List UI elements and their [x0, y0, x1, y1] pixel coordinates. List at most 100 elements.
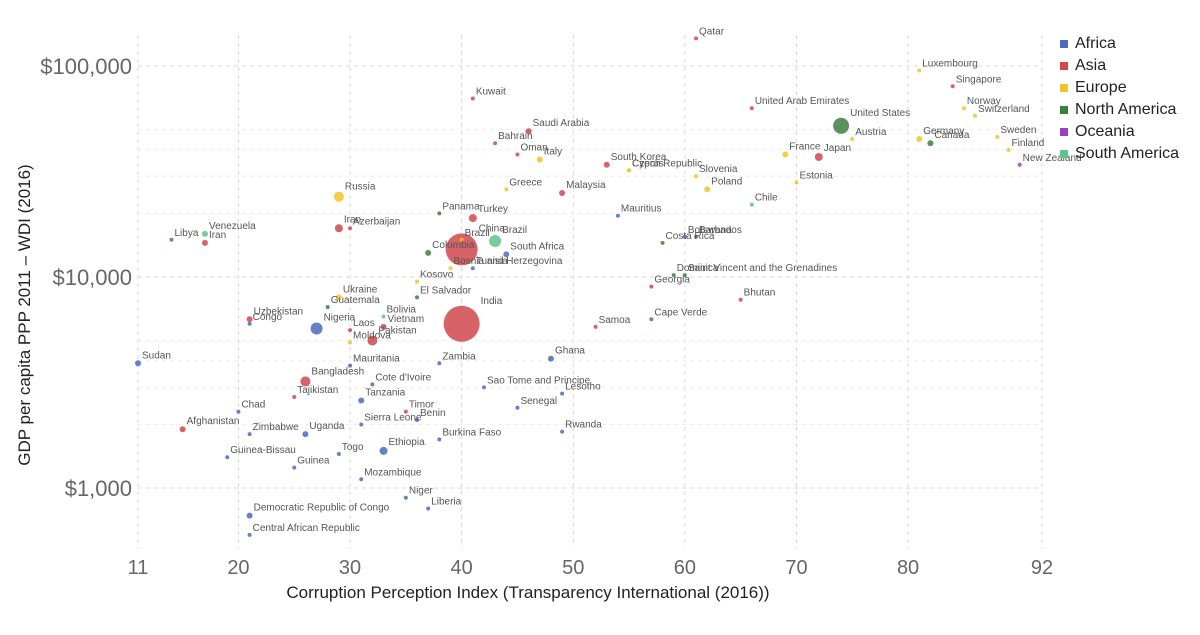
data-point [794, 180, 799, 185]
point-label: Ukraine [343, 284, 378, 295]
data-point [415, 418, 420, 423]
point-label: Samoa [599, 315, 631, 326]
data-point [503, 251, 510, 258]
legend-swatch [1060, 106, 1068, 114]
point-label: Sao Tome and Principe [487, 375, 591, 386]
data-point [246, 512, 253, 519]
data-point [445, 233, 478, 266]
legend-item: Oceania [1060, 121, 1179, 143]
point-label: Luxembourg [922, 59, 978, 70]
point-label: South Africa [510, 241, 564, 252]
data-point [995, 135, 1000, 140]
data-point [536, 156, 543, 163]
point-label: Azerbaijan [353, 216, 400, 227]
data-point [169, 237, 174, 242]
point-label: Brazil [502, 225, 527, 236]
point-label: Benin [420, 408, 446, 419]
x-axis-label: Corruption Perception Index (Transparenc… [286, 583, 769, 602]
point-label: Estonia [799, 171, 833, 182]
point-label: Burkina Faso [442, 427, 501, 438]
y-tick-label: $1,000 [65, 476, 132, 501]
data-point [333, 191, 344, 202]
data-point [348, 340, 353, 345]
data-point [336, 451, 341, 456]
point-label: Qatar [699, 26, 725, 37]
point-label: Guatemala [331, 295, 380, 306]
data-point [649, 317, 654, 322]
point-label: Bosnia and Herzegovina [453, 256, 562, 267]
legend-swatch [1060, 84, 1068, 92]
y-tick-labels: $1,000 $10,000 $100,000 [40, 54, 132, 501]
x-tick-label: 30 [339, 557, 361, 579]
data-point [310, 322, 323, 335]
x-tick-label: 11 [128, 557, 149, 579]
point-label: Chad [241, 400, 265, 411]
point-label: Barbados [699, 225, 742, 236]
point-label: Malaysia [566, 180, 606, 191]
data-point [437, 361, 442, 366]
point-label: Norway [967, 96, 1001, 107]
data-point [370, 382, 375, 387]
data-point [335, 294, 342, 301]
legend-swatch [1060, 62, 1068, 70]
legend: Africa Asia Europe North America Oceania Sout… [1060, 33, 1179, 165]
point-label: Austria [855, 127, 887, 138]
y-tick-label: $10,000 [52, 265, 132, 290]
data-point [682, 234, 687, 239]
point-label: Zimbabwe [253, 422, 300, 433]
point-label: Nigeria [324, 312, 356, 323]
point-label: Switzerland [978, 104, 1030, 115]
legend-label: Oceania [1075, 123, 1135, 140]
point-label: Togo [342, 442, 364, 453]
x-tick-label: 80 [897, 557, 919, 579]
point-label: Tanzania [365, 387, 405, 398]
point-label: Bangladesh [311, 366, 364, 377]
point-label: Russia [345, 182, 376, 193]
data-point [850, 137, 855, 142]
legend-label: Europe [1075, 79, 1127, 96]
data-point [749, 106, 754, 111]
data-point [660, 240, 665, 245]
data-point [481, 385, 486, 390]
legend-item: Africa [1060, 33, 1179, 55]
point-label: Tunisia [476, 256, 508, 267]
data-point [415, 295, 420, 300]
point-label: Colombia [432, 240, 475, 251]
data-point [749, 202, 754, 207]
point-label: United Arab Emirates [755, 96, 850, 107]
legend-swatch [1060, 40, 1068, 48]
data-point [470, 96, 475, 101]
data-point [1017, 162, 1022, 167]
data-point [135, 360, 141, 367]
data-point [426, 506, 431, 511]
point-label: Panama [442, 201, 480, 212]
data-point [236, 409, 241, 414]
data-point [468, 214, 477, 223]
point-label: Venezuela [209, 221, 256, 232]
point-label: Botswana [688, 225, 732, 236]
data-point [179, 426, 186, 433]
data-point [782, 151, 789, 158]
legend-swatch [1060, 128, 1068, 136]
point-label: Uganda [309, 421, 344, 432]
legend-item: North America [1060, 99, 1179, 121]
point-label: Guinea [297, 456, 330, 467]
data-point [358, 397, 365, 404]
point-label: Poland [711, 176, 742, 187]
point-label: Democratic Republic of Congo [254, 503, 390, 514]
x-tick-label: 50 [562, 557, 584, 579]
data-point [425, 249, 432, 256]
data-point [348, 226, 353, 231]
point-label: Sudan [142, 350, 171, 361]
point-label: Bolivia [387, 304, 417, 315]
data-point [247, 532, 252, 537]
data-point [694, 36, 699, 41]
x-tick-label: 60 [674, 557, 696, 579]
legend-item: Europe [1060, 77, 1179, 99]
data-point [403, 409, 408, 414]
x-tick-label: 92 [1031, 557, 1053, 579]
data-point [694, 234, 699, 239]
point-label: Slovenia [699, 164, 738, 175]
data-point [459, 237, 464, 242]
